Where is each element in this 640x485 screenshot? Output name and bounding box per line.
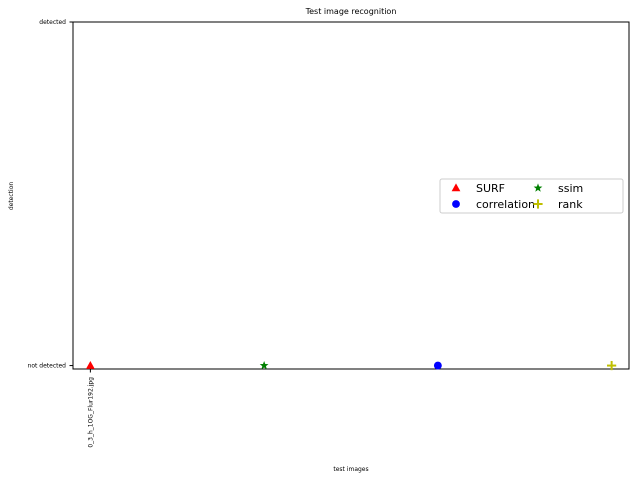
data-points	[86, 360, 617, 371]
legend-label-surf: SURF	[476, 182, 505, 195]
legend-box	[439, 178, 624, 214]
legend-label-ssim: ssim	[558, 182, 583, 195]
data-point-ssim	[259, 360, 269, 370]
x-axis-label: test images	[333, 466, 368, 473]
legend-label-rank: rank	[558, 198, 583, 211]
y-tick-label: detected	[39, 19, 66, 26]
legend-marker-correlation	[452, 200, 460, 208]
x-tick-label: 0_3_h_1OG_Flur192.jpg	[87, 377, 94, 448]
data-point-surf	[86, 360, 95, 369]
legend-marker-surf	[451, 183, 461, 192]
legend-marker-rank	[533, 199, 543, 209]
chart-title: Test image recognition	[305, 7, 397, 16]
data-point-correlation	[433, 361, 442, 370]
y-axis-label: detection	[8, 182, 15, 211]
legend: SURF ssim correlation rank	[439, 178, 624, 214]
y-tick-label: not detected	[28, 363, 67, 370]
legend-marker-ssim	[533, 183, 543, 192]
plot-area-frame	[72, 21, 630, 370]
legend-label-correlation: correlation	[476, 198, 535, 211]
data-point-rank	[607, 360, 617, 371]
axis-ticks: not detected detected 0_3_h_1OG_Flur192.jp…	[28, 19, 95, 448]
